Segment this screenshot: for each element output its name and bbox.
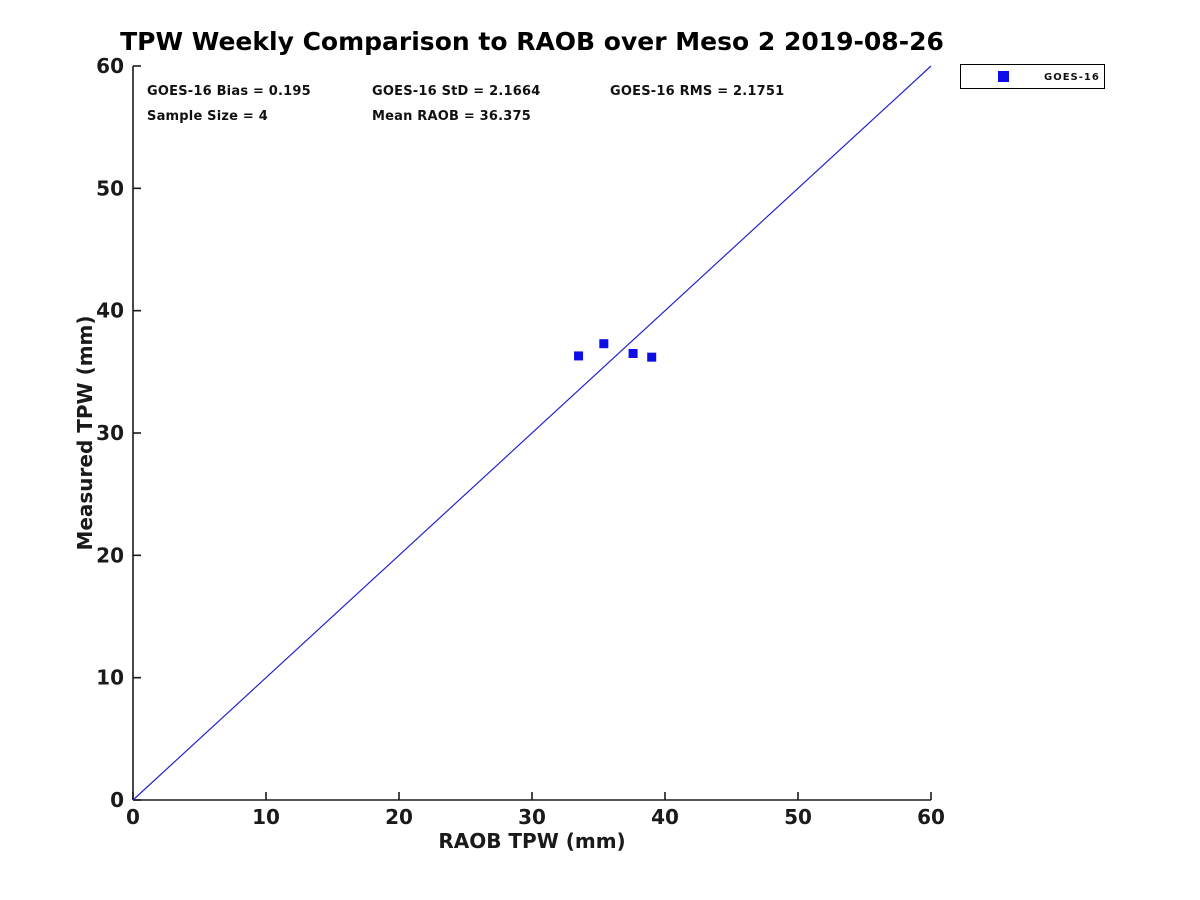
legend-box: GOES-16 [960, 64, 1105, 89]
x-axis-label: RAOB TPW (mm) [438, 829, 626, 853]
chart-title: TPW Weekly Comparison to RAOB over Meso … [120, 27, 944, 56]
legend-entry-label: GOES-16 [1044, 72, 1100, 83]
x-tick-label-60: 60 [917, 805, 945, 829]
y-tick-label-10: 10 [96, 666, 124, 690]
y-tick-label-20: 20 [96, 543, 124, 567]
data-point-goes-16-0 [574, 351, 584, 361]
data-point-goes-16-2 [628, 348, 638, 358]
x-tick-label-0: 0 [126, 805, 140, 829]
stat-std: GOES-16 StD = 2.1664 [372, 84, 541, 99]
stat-mean-raob: Mean RAOB = 36.375 [372, 109, 532, 124]
y-tick-label-30: 30 [96, 421, 124, 445]
x-tick-label-30: 30 [518, 805, 546, 829]
data-point-goes-16-1 [599, 339, 609, 349]
data-point-goes-16-3 [647, 352, 657, 362]
y-tick-label-50: 50 [96, 176, 124, 200]
x-tick-label-40: 40 [651, 805, 679, 829]
stat-bias: GOES-16 Bias = 0.195 [147, 84, 311, 99]
y-tick-label-0: 0 [110, 788, 124, 812]
x-tick-label-10: 10 [252, 805, 280, 829]
y-tick-label-60: 60 [96, 54, 124, 78]
stat-sample-size: Sample Size = 4 [147, 109, 268, 124]
legend-marker-square-icon [998, 71, 1009, 82]
y-axis-label: Measured TPW (mm) [73, 315, 97, 551]
x-tick-label-20: 20 [385, 805, 413, 829]
stat-rms: GOES-16 RMS = 2.1751 [610, 84, 785, 99]
one-to-one-reference-line [132, 65, 932, 801]
y-tick-label-40: 40 [96, 299, 124, 323]
x-tick-label-50: 50 [784, 805, 812, 829]
